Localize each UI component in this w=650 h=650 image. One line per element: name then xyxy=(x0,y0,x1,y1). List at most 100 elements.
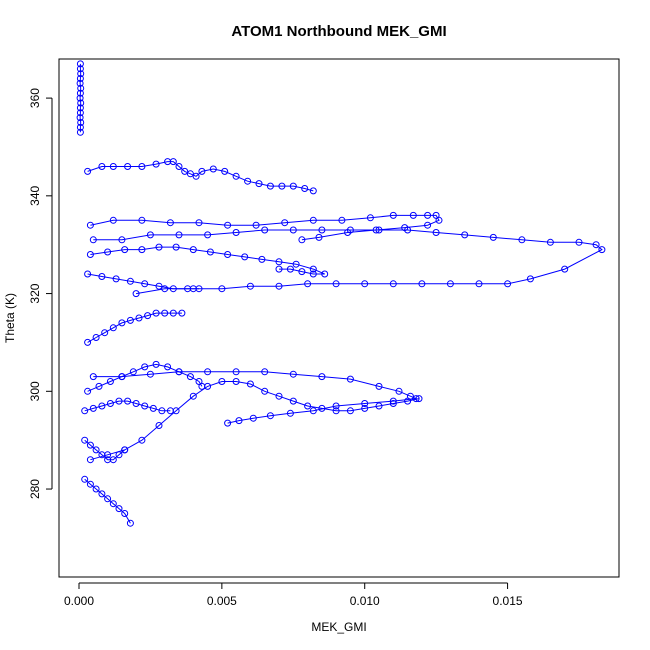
data-point xyxy=(289,397,297,405)
data-point xyxy=(95,382,103,390)
data-point xyxy=(275,392,283,400)
data-point xyxy=(375,226,383,234)
y-axis-label: Theta (K) xyxy=(3,293,17,343)
data-point xyxy=(155,282,163,290)
data-point xyxy=(389,400,397,407)
data-point xyxy=(475,280,483,288)
data-point xyxy=(192,172,200,180)
series-line xyxy=(79,63,82,133)
data-point xyxy=(249,414,257,422)
series-line xyxy=(90,214,440,241)
data-point xyxy=(241,253,249,261)
data-point xyxy=(424,211,432,219)
data-point xyxy=(138,436,146,444)
data-point xyxy=(76,60,84,68)
data-point xyxy=(318,226,326,234)
data-point xyxy=(418,280,426,288)
data-point xyxy=(175,368,183,376)
series-line xyxy=(87,273,199,290)
data-point xyxy=(109,163,117,170)
data-point xyxy=(98,402,106,410)
data-point xyxy=(77,119,85,126)
data-point xyxy=(224,419,232,427)
data-point xyxy=(84,167,92,175)
series-line xyxy=(87,161,314,192)
series-5 xyxy=(86,243,329,278)
data-point xyxy=(146,370,154,378)
data-point xyxy=(404,226,412,234)
data-point xyxy=(315,233,323,241)
data-point xyxy=(518,236,526,244)
data-point xyxy=(281,219,289,227)
data-point xyxy=(266,182,274,190)
data-point xyxy=(206,248,214,256)
series-line xyxy=(87,363,203,392)
data-point xyxy=(561,265,569,273)
data-point xyxy=(332,402,340,410)
data-point xyxy=(224,221,232,229)
series-line xyxy=(90,246,325,275)
data-point xyxy=(309,187,317,195)
data-point xyxy=(109,456,117,464)
data-point xyxy=(298,268,306,276)
data-point xyxy=(275,258,283,266)
y-tick-label: 360 xyxy=(28,88,42,108)
data-point xyxy=(189,392,197,400)
data-point xyxy=(255,180,263,188)
data-point xyxy=(321,270,329,278)
data-point xyxy=(164,363,172,371)
data-point xyxy=(76,94,84,102)
data-point xyxy=(389,397,397,405)
data-point xyxy=(118,373,126,381)
data-point xyxy=(195,219,203,227)
series-line xyxy=(87,312,182,343)
data-point xyxy=(209,165,217,173)
data-point xyxy=(395,387,403,395)
data-point xyxy=(161,285,169,293)
data-point xyxy=(144,312,152,320)
data-point xyxy=(309,265,317,273)
data-point xyxy=(141,402,149,410)
data-point xyxy=(109,216,117,224)
data-point xyxy=(124,163,132,170)
x-axis-label: MEK_GMI xyxy=(311,620,366,634)
data-point xyxy=(332,280,340,288)
data-point xyxy=(81,407,89,415)
data-point xyxy=(304,280,312,288)
data-point xyxy=(289,370,297,378)
data-point xyxy=(161,309,169,317)
data-point xyxy=(138,163,146,170)
data-point xyxy=(175,163,183,170)
series-line xyxy=(90,381,420,461)
data-point xyxy=(155,422,163,429)
data-point xyxy=(86,441,94,449)
series-6 xyxy=(84,270,203,293)
series-3 xyxy=(86,211,443,244)
data-point xyxy=(76,75,84,82)
data-point xyxy=(304,402,312,410)
data-point xyxy=(261,387,269,395)
data-point xyxy=(158,407,166,415)
data-point xyxy=(278,182,286,190)
data-point xyxy=(424,221,432,229)
data-point xyxy=(232,172,240,180)
data-point xyxy=(178,309,186,317)
data-point xyxy=(309,216,317,224)
data-point xyxy=(189,246,197,254)
data-point xyxy=(141,363,149,371)
data-point xyxy=(152,360,160,368)
data-point xyxy=(186,170,194,178)
chart-title: ATOM1 Northbound MEK_GMI xyxy=(231,23,446,40)
y-axis: 280 300 320 340 360 xyxy=(28,88,53,499)
data-point xyxy=(446,280,454,288)
series-line xyxy=(84,478,131,524)
data-point xyxy=(198,382,206,390)
x-tick-label: 0.010 xyxy=(350,594,380,608)
data-point xyxy=(106,378,114,385)
data-point xyxy=(86,480,94,488)
data-point xyxy=(375,382,383,390)
data-point xyxy=(98,451,106,459)
data-point xyxy=(76,104,84,112)
data-point xyxy=(389,280,397,288)
